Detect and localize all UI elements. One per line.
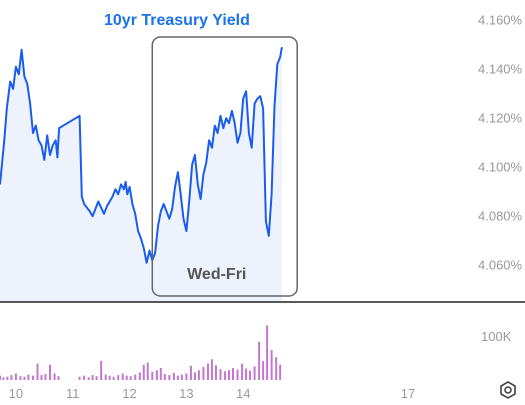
volume-scale-label: 100K — [481, 329, 512, 344]
settings-icon[interactable] — [498, 380, 518, 400]
x-tick-label: 14 — [236, 386, 250, 401]
y-tick-label: 4.100% — [478, 159, 523, 174]
x-tick-label: 11 — [66, 386, 80, 401]
x-tick-label: 10 — [9, 386, 23, 401]
y-tick-label: 4.120% — [478, 110, 523, 125]
y-tick-label: 4.140% — [478, 61, 523, 76]
series-area — [0, 47, 282, 303]
chart-title: 10yr Treasury Yield — [104, 12, 250, 29]
y-tick-label: 4.060% — [478, 257, 523, 272]
annotation-box — [151, 36, 298, 297]
y-tick-label: 4.080% — [478, 208, 523, 223]
x-tick-label: 12 — [122, 386, 136, 401]
x-tick-label: 17 — [401, 386, 415, 401]
annotation-label: Wed-Fri — [187, 266, 246, 283]
y-tick-label: 4.160% — [478, 12, 523, 27]
x-tick-label: 13 — [179, 386, 193, 401]
